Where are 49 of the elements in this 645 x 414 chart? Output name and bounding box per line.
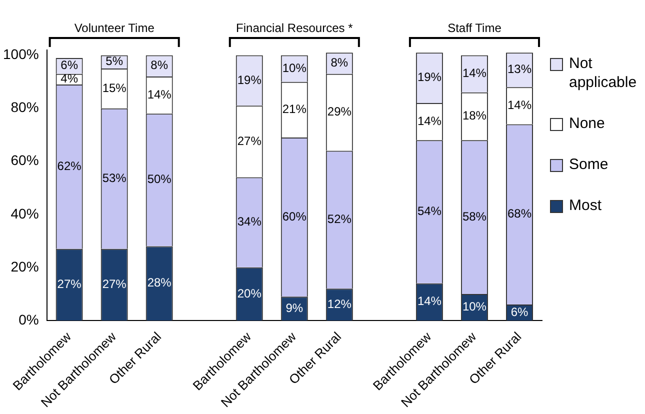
data-label: 14%: [417, 294, 442, 308]
data-label: 60%: [282, 209, 307, 224]
data-label: 6%: [60, 58, 78, 72]
data-label: 21%: [282, 102, 307, 116]
data-label: 9%: [286, 300, 304, 315]
data-label: 10%: [282, 60, 307, 75]
data-label: 53%: [102, 170, 127, 185]
data-label: 27%: [237, 134, 262, 148]
data-label: 10%: [462, 300, 487, 314]
data-label: 27%: [57, 276, 82, 291]
data-label: 5%: [106, 54, 124, 68]
data-label: 6%: [510, 304, 528, 319]
y-tick-label: 80%: [10, 99, 39, 116]
data-label: 4%: [60, 71, 78, 86]
data-label: 8%: [330, 56, 348, 70]
y-tick-label: 100%: [2, 46, 39, 62]
data-label: 52%: [327, 212, 352, 226]
data-label: 62%: [57, 158, 82, 173]
data-label: 68%: [507, 206, 532, 221]
data-label: 8%: [150, 58, 168, 72]
data-label: 28%: [147, 276, 172, 290]
text: Volunteer Time: [74, 21, 155, 35]
text: Financial Resources *: [236, 21, 354, 35]
data-label: 29%: [327, 104, 352, 119]
data-label: 14%: [462, 66, 487, 80]
data-label: 14%: [507, 98, 532, 112]
data-label: 18%: [462, 108, 487, 123]
text: None: [569, 114, 605, 133]
legend-label: Some: [569, 155, 608, 174]
data-label: 15%: [102, 80, 127, 95]
data-label: 34%: [237, 214, 262, 229]
data-label: 14%: [147, 87, 172, 102]
legend-label: Most: [569, 196, 602, 215]
y-tick-label: 0%: [18, 311, 39, 328]
data-label: 27%: [102, 276, 127, 291]
y-tick-label: 20%: [10, 258, 39, 274]
data-label: 12%: [327, 296, 352, 311]
y-tick-label: 60%: [10, 152, 39, 168]
text: Staff Time: [448, 21, 502, 35]
data-label: 19%: [237, 72, 262, 87]
data-label: 14%: [417, 114, 442, 128]
data-label: 20%: [237, 286, 262, 300]
data-label: 50%: [147, 172, 172, 186]
data-label: 54%: [417, 204, 442, 218]
data-label: 13%: [507, 62, 532, 76]
data-label: 58%: [462, 209, 487, 224]
y-tick-label: 40%: [10, 205, 39, 222]
legend-label: Not applicable: [569, 54, 638, 92]
data-label: 19%: [417, 70, 442, 84]
